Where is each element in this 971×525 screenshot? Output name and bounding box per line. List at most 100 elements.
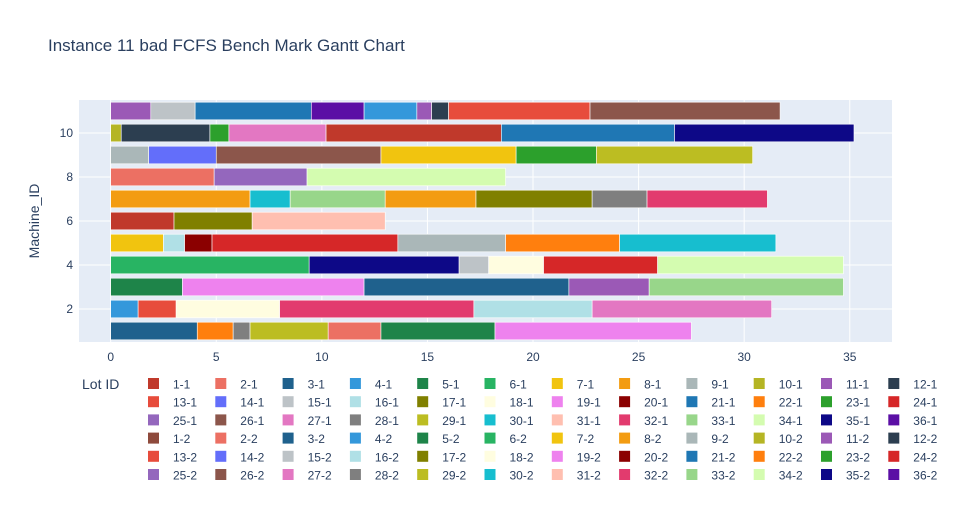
gantt-bar[interactable]: [110, 299, 139, 319]
legend-item[interactable]: 27-1: [282, 414, 332, 428]
gantt-bar[interactable]: [308, 255, 460, 275]
legend-item[interactable]: 17-2: [417, 450, 467, 464]
legend-item[interactable]: 28-1: [349, 414, 399, 428]
gantt-bar[interactable]: [380, 321, 496, 341]
gantt-bar[interactable]: [110, 123, 122, 143]
legend-item[interactable]: 10-1: [753, 378, 803, 392]
legend-item[interactable]: 33-1: [686, 414, 736, 428]
gantt-bar[interactable]: [431, 101, 449, 121]
legend-item[interactable]: 13-1: [148, 396, 197, 410]
legend-item[interactable]: 3-2: [282, 432, 326, 446]
gantt-bar[interactable]: [646, 189, 768, 209]
gantt-bar[interactable]: [196, 321, 234, 341]
gantt-bar[interactable]: [249, 321, 329, 341]
gantt-bar[interactable]: [596, 145, 753, 165]
legend-item[interactable]: 5-1: [417, 378, 460, 392]
gantt-bar[interactable]: [505, 233, 620, 253]
legend-item[interactable]: 25-1: [148, 414, 197, 428]
legend-item[interactable]: 20-2: [619, 450, 668, 464]
legend-item[interactable]: 29-2: [417, 469, 467, 483]
gantt-bar[interactable]: [568, 277, 650, 297]
gantt-bar[interactable]: [209, 123, 230, 143]
legend-item[interactable]: 6-1: [484, 378, 528, 392]
gantt-bar[interactable]: [110, 167, 215, 187]
gantt-bar[interactable]: [327, 321, 382, 341]
legend-item[interactable]: 18-1: [484, 396, 534, 410]
gantt-bar[interactable]: [380, 145, 517, 165]
legend-item[interactable]: 7-1: [551, 378, 595, 392]
legend-item[interactable]: 3-1: [282, 378, 326, 392]
gantt-bar[interactable]: [657, 255, 844, 275]
legend-item[interactable]: 19-2: [551, 450, 601, 464]
legend-item[interactable]: 34-1: [753, 414, 803, 428]
legend-item[interactable]: 4-1: [349, 378, 393, 392]
gantt-bar[interactable]: [310, 101, 365, 121]
gantt-bar[interactable]: [182, 277, 365, 297]
gantt-bar[interactable]: [363, 277, 570, 297]
legend-item[interactable]: 36-2: [888, 469, 938, 483]
gantt-bar[interactable]: [232, 321, 251, 341]
legend-item[interactable]: 23-1: [821, 396, 870, 410]
gantt-bar[interactable]: [251, 211, 386, 231]
gantt-bar[interactable]: [150, 101, 196, 121]
gantt-bar[interactable]: [110, 255, 310, 275]
gantt-bar[interactable]: [543, 255, 658, 275]
legend-item[interactable]: 14-2: [215, 450, 265, 464]
gantt-bar[interactable]: [488, 255, 544, 275]
legend-item[interactable]: 11-2: [821, 432, 869, 446]
legend-item[interactable]: 32-2: [619, 469, 668, 483]
legend-item[interactable]: 2-2: [215, 432, 258, 446]
legend-item[interactable]: 2-1: [215, 378, 258, 392]
gantt-bar[interactable]: [306, 167, 506, 187]
legend-item[interactable]: 20-1: [619, 396, 668, 410]
gantt-bar[interactable]: [475, 189, 593, 209]
legend-item[interactable]: 32-1: [619, 414, 668, 428]
legend-item[interactable]: 18-2: [484, 450, 534, 464]
gantt-bar[interactable]: [591, 189, 648, 209]
legend-item[interactable]: 9-1: [686, 378, 729, 392]
legend-item[interactable]: 36-1: [888, 414, 938, 428]
legend-item[interactable]: 15-1: [282, 396, 332, 410]
legend-item[interactable]: 35-2: [821, 469, 870, 483]
gantt-bar[interactable]: [110, 189, 251, 209]
legend-item[interactable]: 21-2: [686, 450, 736, 464]
legend-item[interactable]: 19-1: [551, 396, 601, 410]
gantt-bar[interactable]: [363, 101, 418, 121]
legend-item[interactable]: 8-2: [619, 432, 662, 446]
legend-item[interactable]: 9-2: [686, 432, 729, 446]
gantt-bar[interactable]: [175, 299, 280, 319]
legend-item[interactable]: 30-1: [484, 414, 534, 428]
gantt-bar[interactable]: [448, 101, 591, 121]
gantt-bar[interactable]: [137, 299, 177, 319]
legend-item[interactable]: 1-2: [148, 432, 191, 446]
legend-item[interactable]: 31-1: [551, 414, 601, 428]
gantt-bar[interactable]: [674, 123, 855, 143]
gantt-bar[interactable]: [110, 145, 149, 165]
gantt-bar[interactable]: [397, 233, 506, 253]
legend-item[interactable]: 16-2: [349, 450, 399, 464]
legend-item[interactable]: 35-1: [821, 414, 870, 428]
legend-item[interactable]: 13-2: [148, 450, 197, 464]
legend-item[interactable]: 33-2: [686, 469, 736, 483]
legend-item[interactable]: 22-1: [753, 396, 803, 410]
legend-item[interactable]: 26-1: [215, 414, 265, 428]
legend-item[interactable]: 5-2: [417, 432, 460, 446]
gantt-bar[interactable]: [325, 123, 502, 143]
gantt-bar[interactable]: [501, 123, 675, 143]
legend-item[interactable]: 22-2: [753, 450, 803, 464]
gantt-bar[interactable]: [110, 101, 152, 121]
gantt-bar[interactable]: [228, 123, 327, 143]
legend-item[interactable]: 24-1: [888, 396, 938, 410]
legend-item[interactable]: 29-1: [417, 414, 467, 428]
legend-item[interactable]: 24-2: [888, 450, 938, 464]
legend-item[interactable]: 27-2: [282, 469, 332, 483]
gantt-bar[interactable]: [163, 233, 185, 253]
legend-item[interactable]: 17-1: [417, 396, 467, 410]
gantt-bar[interactable]: [211, 233, 399, 253]
legend-item[interactable]: 11-1: [821, 378, 869, 392]
gantt-bar[interactable]: [213, 167, 308, 187]
legend-item[interactable]: 7-2: [551, 432, 595, 446]
gantt-bar[interactable]: [279, 299, 475, 319]
gantt-bar[interactable]: [184, 233, 213, 253]
legend-item[interactable]: 30-2: [484, 469, 534, 483]
